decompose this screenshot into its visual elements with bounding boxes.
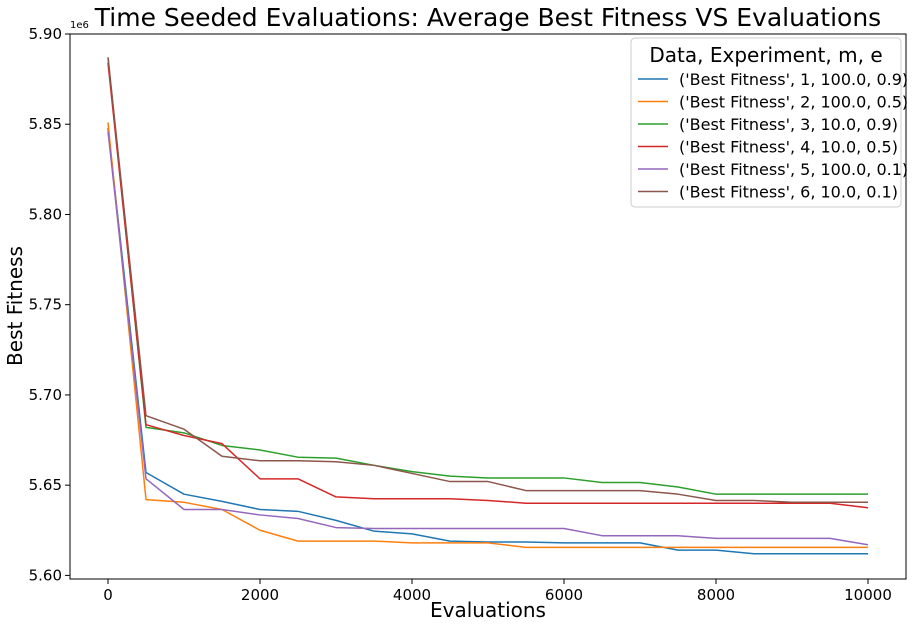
legend-label-2: ('Best Fitness', 2, 100.0, 0.5)	[679, 93, 908, 112]
legend-box	[630, 37, 902, 208]
x-tick-label: 2000	[241, 586, 279, 604]
plot-frame	[69, 33, 907, 580]
series-line-3	[107, 57, 868, 495]
chart-title: Time Seeded Evaluations: Average Best Fi…	[94, 3, 881, 32]
x-tick-label: 4000	[393, 586, 431, 604]
y-tick-label: 5.75	[29, 296, 62, 314]
legend-label-1: ('Best Fitness', 1, 100.0, 0.9)	[679, 70, 908, 89]
y-tick-label: 5.90	[29, 25, 62, 43]
legend-title: Data, Experiment, m, e	[649, 43, 882, 67]
y-axis-label: Best Fitness	[3, 246, 27, 366]
x-tick-label: 10000	[844, 586, 892, 604]
x-tick-label: 8000	[697, 586, 735, 604]
plot-lines	[107, 57, 869, 555]
legend-label-3: ('Best Fitness', 3, 10.0, 0.9)	[679, 115, 898, 134]
y-offset-label: 1e6	[70, 20, 89, 31]
legend-label-5: ('Best Fitness', 5, 100.0, 0.1)	[679, 160, 908, 179]
x-axis: 0 2000 4000 6000 8000 10000	[103, 579, 892, 604]
y-tick-label: 5.70	[29, 386, 62, 404]
legend-label-6: ('Best Fitness', 6, 10.0, 0.1)	[679, 183, 898, 202]
series-line-6	[107, 57, 868, 504]
series-line-1	[107, 127, 868, 555]
legend: Data, Experiment, m, e ('Best Fitness', …	[630, 37, 908, 208]
legend-entries: ('Best Fitness', 1, 100.0, 0.9) ('Best Fi…	[638, 70, 908, 202]
y-tick-label: 5.60	[29, 566, 62, 584]
series-line-5	[107, 131, 869, 546]
legend-label-4: ('Best Fitness', 4, 10.0, 0.5)	[679, 138, 898, 157]
y-tick-label: 5.80	[29, 205, 62, 223]
x-axis-label: Evaluations	[430, 598, 546, 622]
y-axis: 5.60 5.65 5.70 5.75 5.80 5.85 5.90	[29, 25, 70, 584]
series-line-4	[107, 62, 869, 509]
y-tick-label: 5.85	[29, 115, 62, 133]
x-tick-label: 0	[103, 586, 113, 604]
y-tick-label: 5.65	[29, 476, 62, 494]
x-tick-label: 6000	[545, 586, 583, 604]
series-line-2	[107, 122, 868, 549]
